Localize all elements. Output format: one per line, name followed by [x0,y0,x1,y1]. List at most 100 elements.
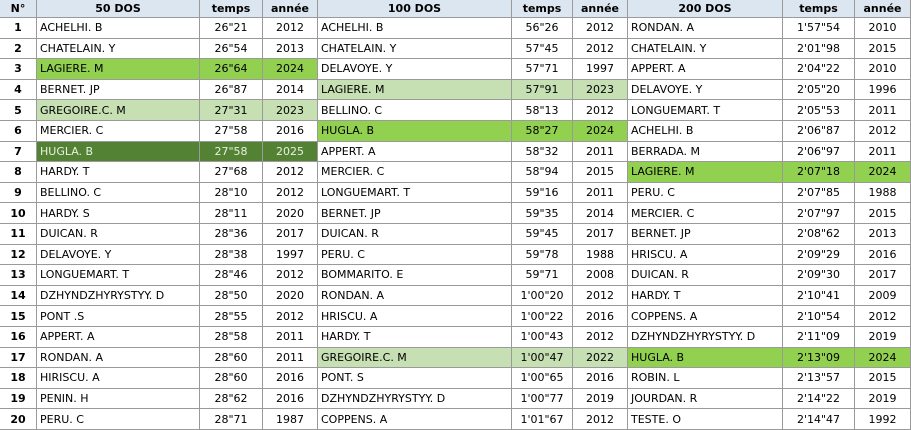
swimmer-name: DZHYNDZHYRYSTYY. D [628,327,783,348]
swimmer-name: COPPENS. A [628,306,783,327]
time: 28"71 [200,409,263,430]
swimmer-name: HRISCU. A [628,244,783,266]
swimmer-name: BERNET. JP [37,79,200,101]
time: 1'00"22 [512,306,573,327]
year: 2016 [573,306,628,327]
year: 2020 [263,285,318,307]
time: 57"71 [512,59,573,80]
year: 2017 [573,224,628,245]
time: 57"91 [512,79,573,101]
time: 28"60 [200,368,263,389]
rank: 16 [0,327,37,348]
swimmer-name: RONDAN. A [318,285,512,307]
column-header: année [573,0,628,18]
time: 28"46 [200,265,263,286]
swimmer-name: CHATELAIN. Y [318,38,512,60]
year: 2023 [263,100,318,121]
rank: 15 [0,306,37,327]
swimmer-name: MERCIER. C [318,162,512,183]
year: 2019 [855,388,911,410]
swimmer-name: PONT .S [37,306,200,327]
swimmer-name: CHATELAIN. Y [628,38,783,60]
year: 2019 [855,327,911,348]
rank: 11 [0,224,37,245]
rank: 7 [0,141,37,163]
swimmer-name: DELAVOYE. Y [37,244,200,266]
time: 26"64 [200,59,263,80]
time: 1'00"47 [512,347,573,369]
time: 28"60 [200,347,263,369]
swimmer-name: DZHYNDZHYRYSTYY. D [318,388,512,410]
rank: 20 [0,409,37,430]
rank: 14 [0,285,37,307]
time: 1'00"77 [512,388,573,410]
time: 27"58 [200,121,263,142]
rank: 3 [0,59,37,80]
year: 2024 [855,162,911,183]
time: 2'05"53 [783,100,855,121]
year: 2012 [855,121,911,142]
time: 2'07"85 [783,182,855,204]
year: 2014 [573,203,628,224]
year: 2011 [263,347,318,369]
year: 2011 [573,182,628,204]
rank: 13 [0,265,37,286]
swimmer-name: DUICAN. R [628,265,783,286]
swimmer-name: PERU. C [318,244,512,266]
time: 2'01"98 [783,38,855,60]
swimmer-name: PERU. C [37,409,200,430]
year: 2011 [263,327,318,348]
swimmer-name: BERNET. JP [628,224,783,245]
year: 2016 [263,121,318,142]
year: 2012 [855,306,911,327]
swimmer-name: JOURDAN. R [628,388,783,410]
time: 28"62 [200,388,263,410]
year: 2016 [573,368,628,389]
swimmer-name: MERCIER. C [37,121,200,142]
swimmer-name: LAGIERE. M [628,162,783,183]
year: 2012 [573,327,628,348]
time: 56"26 [512,18,573,39]
swimmer-name: HIRISCU. A [37,368,200,389]
time: 27"58 [200,141,263,163]
time: 2'06"97 [783,141,855,163]
swimmer-name: DELAVOYE. Y [628,79,783,101]
swimmer-name: ACHELHI. B [628,121,783,142]
year: 2012 [573,285,628,307]
column-header: temps [512,0,573,18]
swimmer-name: GREGOIRE.C. M [318,347,512,369]
year: 2012 [263,306,318,327]
time: 58"94 [512,162,573,183]
year: 2015 [573,162,628,183]
rank: 17 [0,347,37,369]
time: 28"10 [200,182,263,204]
swimmer-name: APPERT. A [628,59,783,80]
year: 2015 [855,368,911,389]
year: 2012 [263,265,318,286]
time: 2'14"47 [783,409,855,430]
year: 2023 [573,79,628,101]
time: 2'13"09 [783,347,855,369]
column-header: 200 DOS [628,0,783,18]
swimmer-name: ROBIN. L [628,368,783,389]
column-header: année [263,0,318,18]
swimmer-name: BERRADA. M [628,141,783,163]
year: 2016 [263,368,318,389]
swimmer-name: RONDAN. A [37,347,200,369]
rank: 5 [0,100,37,121]
swimmer-name: HARDY. S [37,203,200,224]
rank: 9 [0,182,37,204]
year: 2008 [573,265,628,286]
column-header: temps [200,0,263,18]
year: 2024 [855,347,911,369]
time: 58"32 [512,141,573,163]
column-header: 100 DOS [318,0,512,18]
year: 2012 [263,162,318,183]
time: 27"68 [200,162,263,183]
year: 2013 [263,38,318,60]
time: 28"55 [200,306,263,327]
swimmer-name: LAGIERE. M [318,79,512,101]
swimmer-name: HUGLA. B [628,347,783,369]
swimmer-name: DUICAN. R [318,224,512,245]
time: 2'05"20 [783,79,855,101]
